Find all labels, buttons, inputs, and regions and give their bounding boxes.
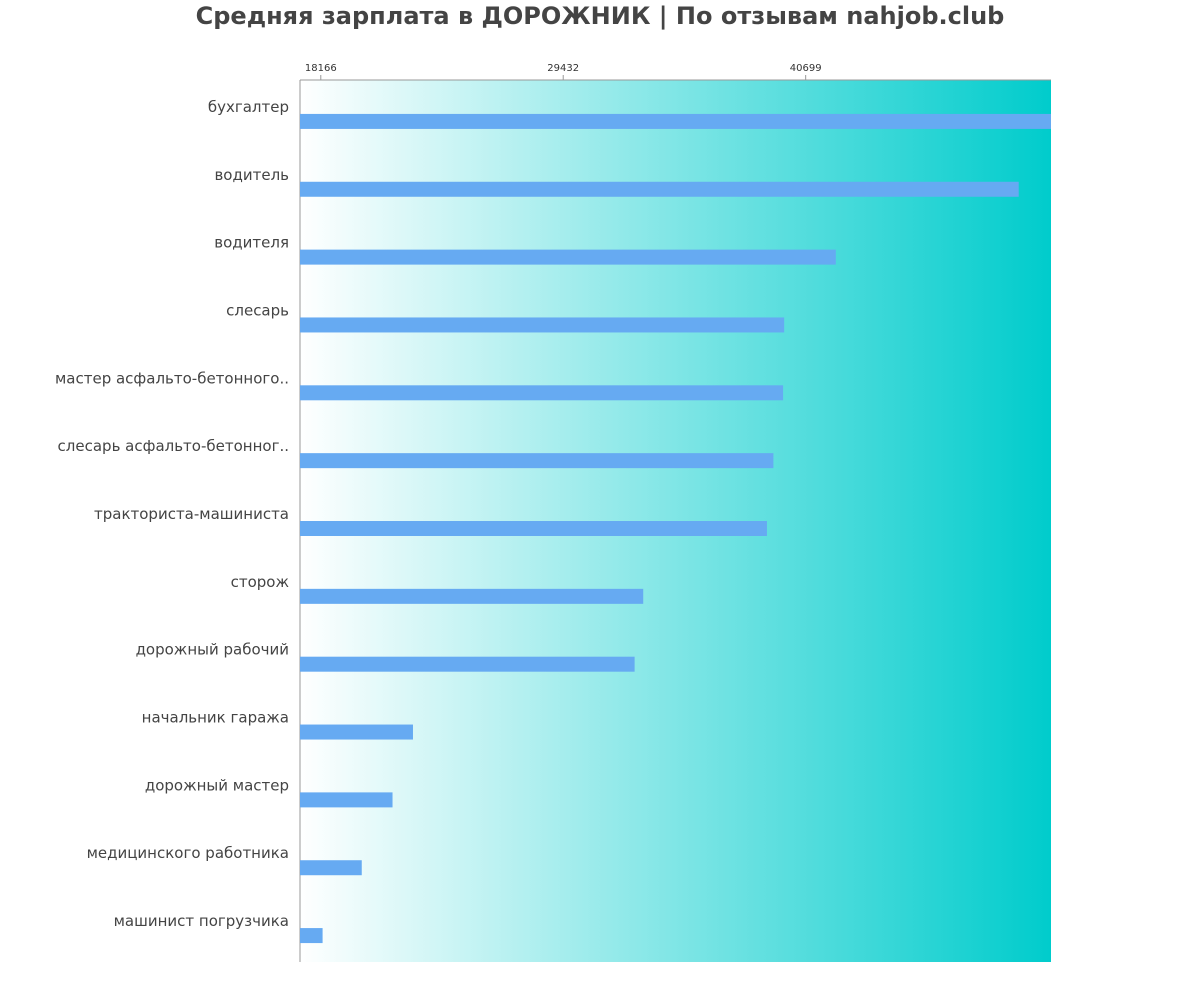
- bar: [300, 792, 393, 808]
- category-label: начальник гаража: [142, 709, 289, 727]
- bar: [300, 860, 362, 876]
- category-label: слесарь: [226, 301, 289, 319]
- category-label: водитель: [214, 166, 289, 184]
- bar: [300, 249, 836, 265]
- bar: [300, 317, 785, 333]
- category-label: бухгалтер: [208, 98, 289, 116]
- category-label: тракториста-машиниста: [94, 505, 289, 523]
- x-tick-label: 29432: [547, 63, 579, 74]
- category-label: дорожный мастер: [145, 776, 289, 794]
- bar: [300, 521, 767, 536]
- category-labels: бухгалтер водитель водителя слесарь мастер а…: [55, 98, 289, 930]
- bar: [300, 113, 1051, 129]
- bar: [300, 588, 644, 604]
- category-label: слесарь асфальто-бетонног..: [58, 437, 289, 455]
- x-tick-label: 40699: [790, 63, 822, 74]
- bars: [300, 113, 1051, 944]
- chart-title: Средняя зарплата в ДОРОЖНИК | По отзывам…: [196, 2, 1005, 30]
- bar: [300, 656, 635, 672]
- bar: [300, 385, 784, 401]
- bar: [300, 928, 323, 944]
- bar: [300, 724, 413, 740]
- bar: [300, 181, 1019, 197]
- category-label: машинист погрузчика: [114, 912, 289, 930]
- x-axis-ticks: 18166 29432 40699: [305, 63, 822, 80]
- category-label: медицинского работника: [87, 844, 289, 862]
- x-tick-label: 18166: [305, 63, 337, 74]
- category-label: мастер асфальто-бетонного..: [55, 369, 289, 387]
- category-label: дорожный рабочий: [136, 641, 289, 659]
- category-label: сторож: [231, 573, 289, 591]
- category-label: водителя: [214, 234, 289, 252]
- bar: [300, 453, 774, 469]
